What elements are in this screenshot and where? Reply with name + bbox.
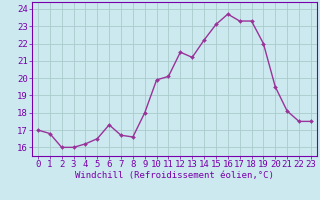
X-axis label: Windchill (Refroidissement éolien,°C): Windchill (Refroidissement éolien,°C) [75,171,274,180]
